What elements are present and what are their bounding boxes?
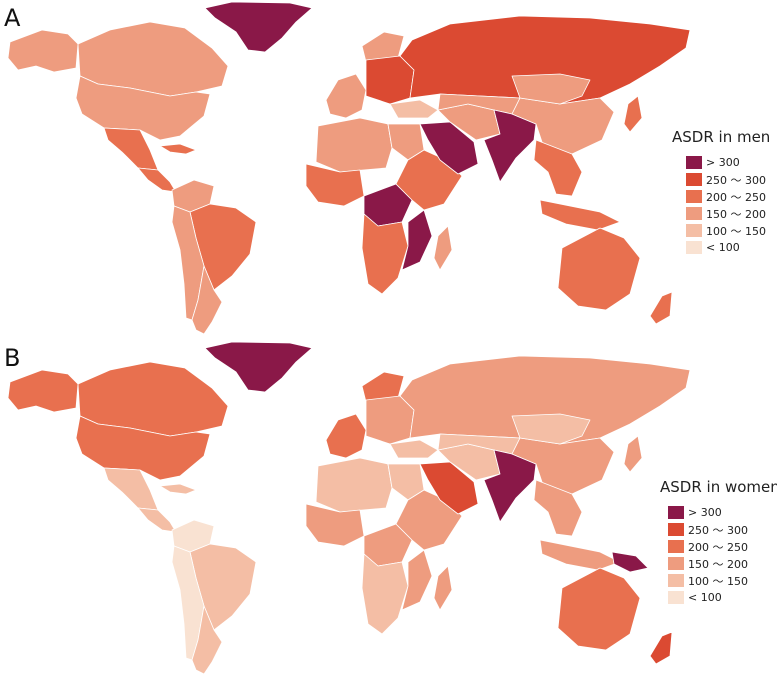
legend-item: < 100 (668, 589, 777, 606)
legend-swatch (686, 173, 702, 186)
region-china (511, 97, 615, 155)
region-australia (557, 567, 641, 651)
legend-item: 250 ～ 300 (686, 171, 770, 188)
region-southeast-asia (533, 479, 583, 537)
region-central-america (137, 167, 177, 193)
legend-swatch (686, 207, 702, 220)
region-usa (75, 75, 211, 141)
legend-swatch (668, 540, 684, 553)
region-mongolia (511, 413, 591, 445)
region-western-europe (325, 73, 367, 119)
region-greenland (204, 1, 313, 53)
region-western-europe (325, 413, 367, 459)
region-arabia (419, 121, 479, 175)
region-mozambique (401, 549, 433, 611)
legend-swatch (686, 190, 702, 203)
legend-label: 150 ～ 200 (706, 207, 766, 221)
legend-men: ASDR in men > 300 250 ～ 300 200 ～ 250 150 ～… (672, 128, 770, 256)
legend-swatch (668, 506, 684, 519)
legend-label: 250 ～ 300 (688, 523, 748, 537)
region-turkey (389, 99, 439, 119)
legend-swatch (686, 156, 702, 169)
legend-item: 200 ～ 250 (686, 188, 770, 205)
legend-label: < 100 (688, 591, 722, 604)
region-southern-africa (361, 213, 409, 295)
legend-swatch (686, 241, 702, 254)
region-east-africa (395, 149, 463, 211)
region-russia (399, 355, 691, 445)
region-papua-new-guinea (611, 551, 649, 573)
region-west-africa (305, 503, 365, 547)
legend-label: > 300 (688, 506, 722, 519)
legend-item: > 300 (668, 504, 777, 521)
legend-item: 100 ～ 150 (668, 572, 777, 589)
region-china (511, 437, 615, 495)
region-alaska (7, 29, 79, 73)
world-map-men (7, 1, 691, 335)
region-new-zealand (649, 291, 673, 325)
legend-item: 150 ～ 200 (686, 205, 770, 222)
legend-title: ASDR in men (672, 128, 771, 146)
region-usa (75, 415, 211, 481)
legend-women: ASDR in women > 300 250 ～ 300 200 ～ 250 150… (660, 478, 777, 606)
region-caribbean (159, 483, 197, 495)
legend-label: 100 ～ 150 (706, 224, 766, 238)
legend-swatch (668, 523, 684, 536)
legend-title: ASDR in women (660, 478, 777, 496)
region-indonesia (539, 199, 621, 231)
legend-label: 150 ～ 200 (688, 557, 748, 571)
region-madagascar (433, 565, 453, 611)
legend-item: < 100 (686, 239, 770, 256)
world-map-women (7, 341, 691, 675)
legend-label: 200 ～ 250 (706, 190, 766, 204)
region-alaska (7, 369, 79, 413)
region-greenland (204, 341, 313, 393)
region-east-africa (395, 489, 463, 551)
region-indonesia (539, 539, 621, 571)
region-caribbean (159, 143, 197, 155)
legend-item: 200 ～ 250 (668, 538, 777, 555)
panel-women: B ASDR in women > 300 250 ～ 300 200 ～ 250 1… (0, 340, 777, 680)
region-australia (557, 227, 641, 311)
region-southern-cone (191, 265, 223, 335)
region-west-africa (305, 163, 365, 207)
region-north-africa (315, 117, 393, 173)
legend-swatch (668, 591, 684, 604)
region-southeast-asia (533, 139, 583, 197)
region-japan (623, 95, 643, 133)
region-arabia (419, 461, 479, 515)
region-mongolia (511, 73, 591, 105)
region-japan (623, 435, 643, 473)
legend-swatch (668, 574, 684, 587)
region-new-zealand (649, 631, 673, 665)
legend-item: 150 ～ 200 (668, 555, 777, 572)
region-central-america (137, 507, 177, 533)
panel-men: A ASDR in men > 300 250 ～ 300 200 ～ 250 150… (0, 0, 777, 340)
region-madagascar (433, 225, 453, 271)
legend-label: 250 ～ 300 (706, 173, 766, 187)
legend-label: < 100 (706, 241, 740, 254)
region-southern-africa (361, 553, 409, 635)
legend-item: 250 ～ 300 (668, 521, 777, 538)
region-north-africa (315, 457, 393, 513)
region-southern-cone (191, 605, 223, 675)
region-mozambique (401, 209, 433, 271)
region-russia (399, 15, 691, 105)
legend-label: 100 ～ 150 (688, 574, 748, 588)
region-turkey (389, 439, 439, 459)
legend-swatch (668, 557, 684, 570)
legend-label: > 300 (706, 156, 740, 169)
legend-item: 100 ～ 150 (686, 222, 770, 239)
panel-letter: A (4, 4, 21, 32)
panel-letter: B (4, 344, 21, 372)
legend-swatch (686, 224, 702, 237)
legend-label: 200 ～ 250 (688, 540, 748, 554)
legend-item: > 300 (686, 154, 770, 171)
